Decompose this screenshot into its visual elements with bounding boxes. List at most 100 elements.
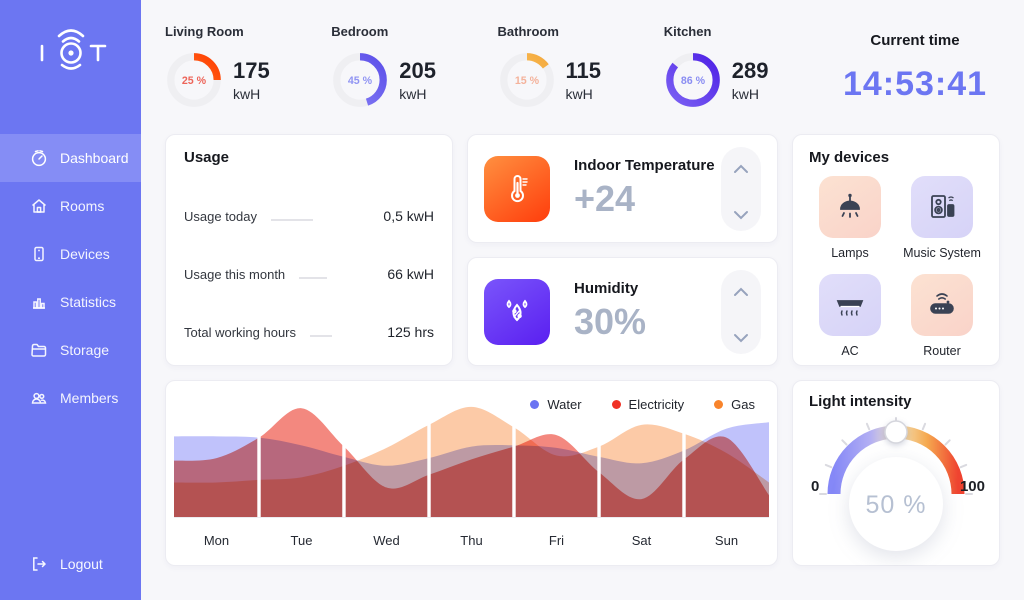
devices-title: My devices [809, 149, 890, 166]
usage-row-value: 125 hrs [387, 324, 434, 340]
usage-row-value: 0,5 kwH [383, 208, 434, 224]
current-time-title: Current time [870, 32, 960, 49]
sidebar-item-label: Statistics [60, 294, 117, 310]
gauge-svg: 50 % [819, 417, 973, 551]
device-label: AC [841, 344, 859, 358]
chevron-up-icon[interactable] [733, 161, 749, 173]
room-usage-donut: 25 % [167, 53, 221, 107]
usage-row-label: Total working hours [184, 325, 296, 340]
x-tick: Thu [460, 533, 483, 548]
temperature-value: +24 [574, 178, 636, 219]
legend-label: Water [547, 397, 582, 412]
sidebar-item-label: Storage [60, 342, 110, 358]
room-kwh-unit: kwH [399, 86, 427, 102]
usage-row: Total working hours 125 hrs [184, 324, 434, 340]
thermometer-icon [484, 155, 550, 222]
sidebar-item-label: Dashboard [60, 150, 129, 166]
room-kwh-unit: kwH [233, 86, 261, 102]
bottom-row: Water Electricity Gas Mon Tue Wed Thu [165, 380, 1000, 566]
sidebar-item-storage[interactable]: Storage [0, 326, 141, 374]
device-label: Router [923, 344, 961, 358]
room-usage-donut: 15 % [499, 53, 554, 107]
logout-label: Logout [60, 556, 103, 572]
light-intensity-panel: Light intensity 50 % [792, 380, 1000, 566]
temperature-stepper [721, 146, 761, 231]
sidebar: Dashboard Rooms Devices Statistics [0, 0, 141, 600]
x-tick: Fri [548, 533, 565, 548]
usage-title: Usage [184, 149, 230, 166]
x-tick: Tue [290, 533, 313, 548]
indoor-temperature-card: Indoor Temperature +24 [467, 134, 778, 243]
sidebar-item-label: Members [60, 390, 119, 406]
main-content: Living Room 25 % 175 kwH Bedroom [141, 0, 1024, 600]
logout-button[interactable]: Logout [0, 544, 141, 584]
room-card-living-room: Living Room 25 % 175 kwH [165, 16, 323, 109]
device-router[interactable]: Router [901, 274, 983, 358]
router-icon [911, 274, 973, 336]
sidebar-item-label: Devices [60, 246, 110, 262]
room-usage-donut: 45 % [333, 53, 388, 107]
dashboard-icon [30, 149, 48, 167]
room-title: Bedroom [331, 24, 389, 39]
area-chart-plot [174, 389, 769, 517]
chevron-down-icon[interactable] [733, 207, 749, 219]
device-icon [30, 245, 48, 263]
users-icon [30, 389, 48, 407]
device-ac[interactable]: AC [809, 274, 891, 358]
humidity-title: Humidity [574, 280, 639, 297]
usage-panel: Usage Usage today 0,5 kwH Usage this mon… [165, 134, 453, 366]
device-lamps[interactable]: Lamps [809, 176, 891, 260]
lamp-icon [819, 176, 881, 238]
x-tick: Sat [631, 533, 652, 548]
my-devices-panel: My devices Lamps [792, 134, 1000, 366]
sidebar-item-label: Rooms [60, 198, 105, 214]
chart-legend: Water Electricity Gas [530, 397, 755, 412]
gauge-knob[interactable] [884, 420, 908, 444]
room-card-bedroom: Bedroom 45 % 205 kwH [331, 16, 489, 109]
ac-icon [819, 274, 881, 336]
x-tick: Wed [373, 533, 400, 548]
sidebar-item-members[interactable]: Members [0, 374, 141, 422]
temperature-title: Indoor Temperature [574, 157, 715, 174]
humidity-value: 30% [574, 301, 647, 342]
climate-column: Indoor Temperature +24 [467, 134, 778, 366]
legend-item-water: Water [530, 397, 582, 412]
utilities-area-chart: Water Electricity Gas Mon Tue Wed Thu [165, 380, 778, 566]
sidebar-item-statistics[interactable]: Statistics [0, 278, 141, 326]
svg-text:45 %: 45 % [348, 75, 373, 87]
gas-dot-icon [714, 400, 724, 409]
current-time-widget: Current time 14:53:41 [830, 16, 1000, 104]
legend-label: Gas [731, 397, 755, 412]
current-time-value: 14:53:41 [842, 65, 988, 103]
chart-x-axis: Mon Tue Wed Thu Fri Sat Sun [174, 517, 769, 563]
room-kwh-value: 205 [399, 58, 436, 83]
room-title: Kitchen [663, 24, 712, 39]
humidity-stepper [721, 269, 761, 354]
usage-row: Usage this month 66 kwH [184, 266, 434, 282]
chevron-down-icon[interactable] [733, 330, 749, 342]
water-dot-icon [530, 400, 540, 409]
humidity-icon [484, 278, 550, 345]
divider [271, 219, 313, 221]
light-intensity-title: Light intensity [809, 393, 912, 410]
chevron-up-icon[interactable] [733, 284, 749, 296]
svg-text:25 %: 25 % [182, 75, 207, 87]
legend-item-gas: Gas [714, 397, 755, 412]
room-kwh-value: 175 [233, 58, 270, 83]
device-label: Lamps [831, 246, 869, 260]
usage-row-value: 66 kwH [387, 266, 435, 282]
room-card-bathroom: Bathroom 15 % 115 kwH [498, 16, 656, 109]
sidebar-item-devices[interactable]: Devices [0, 230, 141, 278]
sidebar-item-dashboard[interactable]: Dashboard [0, 134, 141, 182]
room-card-kitchen: Kitchen 86 % 289 kwH [664, 16, 822, 109]
device-label: Music System [903, 246, 981, 260]
gauge-face [849, 457, 943, 551]
device-music-system[interactable]: Music System [901, 176, 983, 260]
room-kwh-unit: kwH [565, 86, 593, 102]
room-usage-donut: 86 % [665, 53, 720, 107]
svg-text:15 %: 15 % [514, 75, 539, 87]
sidebar-item-rooms[interactable]: Rooms [0, 182, 141, 230]
x-tick: Sun [714, 533, 739, 548]
home-icon [30, 197, 48, 215]
